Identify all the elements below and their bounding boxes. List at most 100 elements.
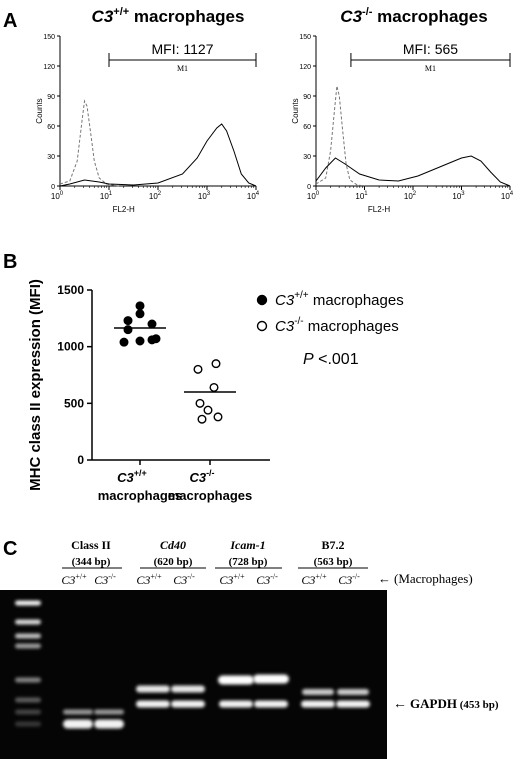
y-axis-label: MHC class II expression (MFI) (27, 279, 44, 491)
isotype-control-curve (315, 85, 365, 187)
x-tick-label: 101 (100, 191, 113, 201)
histogram-title: C3-/- macrophages (340, 6, 487, 26)
y-tick-label: 120 (43, 64, 55, 71)
gapdh-band (336, 700, 370, 708)
lane-label: C3-/- (338, 572, 360, 587)
gel-background (0, 590, 387, 759)
legend-label: C3-/- macrophages (275, 316, 399, 335)
data-point (135, 336, 145, 346)
ladder-band (15, 677, 41, 683)
isotype-control-curve (59, 99, 119, 187)
gate-label: M1 (177, 64, 188, 73)
data-point (135, 309, 145, 319)
rt-pcr-gel-panel: Class II (344 bp) Cd40 (620 bp) Icam-1 (728 b… (0, 538, 499, 759)
data-point (197, 414, 207, 424)
y-tick-label: 1000 (57, 340, 84, 354)
histogram-c3-wildtype: C3+/+ macrophages 0 30 60 90 120 150 100 101 102 1… (35, 6, 260, 214)
x-tick-label: 103 (198, 191, 211, 201)
b72-band (302, 689, 334, 695)
x-tick-label: 101 (355, 191, 368, 201)
lane-label: C3-/- (173, 572, 195, 587)
data-point (151, 334, 161, 344)
icam1-band (218, 675, 254, 685)
gapdh-band (94, 709, 124, 715)
b72-band (337, 689, 369, 695)
lane-label: C3+/+ (301, 572, 327, 587)
gapdh-band (301, 700, 335, 708)
x-tick-label: 102 (149, 191, 162, 201)
x-axis-label: FL2-H (368, 205, 390, 214)
y-tick-label: 500 (64, 396, 84, 410)
gapdh-label: GAPDH (453 bp) (410, 696, 499, 711)
mfi-label: MFI: 1127 (152, 41, 214, 57)
mhc-stained-curve (315, 155, 511, 187)
amplicon-size: (344 bp) (72, 556, 111, 568)
y-axis-label: Counts (291, 98, 300, 123)
ladder-band (15, 619, 41, 625)
gate-label: M1 (425, 64, 436, 73)
lane-label: C3-/- (256, 572, 278, 587)
x-tick-label: 102 (404, 191, 417, 201)
cd40-band (136, 685, 170, 693)
data-point (135, 301, 145, 311)
p-value-label: P <.001 (303, 351, 359, 368)
panel-label-b: B (3, 251, 17, 273)
macrophages-label: (Macrophages) (394, 571, 473, 586)
lane-label: C3+/+ (61, 572, 87, 587)
data-point (209, 382, 219, 392)
y-tick-label: 30 (47, 154, 55, 161)
class-ii-band (63, 719, 93, 729)
gapdh-arrow: ← (393, 697, 407, 712)
x-tick-label: 104 (247, 191, 260, 201)
class-ii-band (94, 719, 124, 729)
y-tick-label: 60 (47, 124, 55, 131)
ladder-band (15, 709, 41, 715)
x-tick-label-line2: macrophages (98, 488, 183, 503)
mhc-stained-curve (59, 123, 257, 187)
panel-label-c: C (3, 538, 17, 560)
data-point (211, 359, 221, 369)
data-point (123, 316, 133, 326)
y-tick-label: 1500 (57, 283, 84, 297)
gene-name: Icam-1 (229, 538, 265, 552)
y-tick-label: 90 (303, 94, 311, 101)
y-tick-label: 0 (51, 184, 55, 191)
lane-label: C3+/+ (219, 572, 245, 587)
gapdh-band (219, 700, 253, 708)
ladder-band (15, 697, 41, 703)
gapdh-band (63, 709, 93, 715)
legend-marker (256, 294, 268, 306)
gapdh-band (171, 700, 205, 708)
x-tick-label: 100 (307, 191, 320, 201)
data-point (195, 398, 205, 408)
gene-name: Class II (71, 538, 111, 552)
data-point (213, 412, 223, 422)
data-point (203, 405, 213, 415)
y-tick-label: 90 (47, 94, 55, 101)
cd40-band (171, 685, 205, 693)
ladder-band (15, 600, 41, 606)
x-tick-label: 100 (51, 191, 64, 201)
amplicon-size: (563 bp) (314, 556, 353, 568)
x-tick-label: C3+/+ (117, 468, 147, 485)
x-tick-label: C3-/- (189, 468, 214, 485)
y-tick-label: 150 (299, 34, 311, 41)
data-point (147, 319, 157, 329)
y-tick-label: 0 (307, 184, 311, 191)
amplicon-size: (620 bp) (154, 556, 193, 568)
data-point (123, 325, 133, 335)
icam1-band (253, 674, 289, 684)
x-tick-label: 104 (501, 191, 514, 201)
panel-label-a: A (3, 10, 17, 32)
y-tick-label: 60 (303, 124, 311, 131)
x-tick-label: 103 (452, 191, 465, 201)
ladder-band (15, 633, 41, 639)
data-point (193, 364, 203, 374)
gene-name: B7.2 (321, 538, 344, 552)
lane-label: C3-/- (94, 572, 116, 587)
data-point (119, 337, 129, 347)
mhc-scatter-chart: 0 500 1000 1500 MHC class II expression (MFI… (27, 279, 404, 503)
x-axis-label: FL2-H (113, 205, 135, 214)
legend-marker (256, 320, 268, 332)
